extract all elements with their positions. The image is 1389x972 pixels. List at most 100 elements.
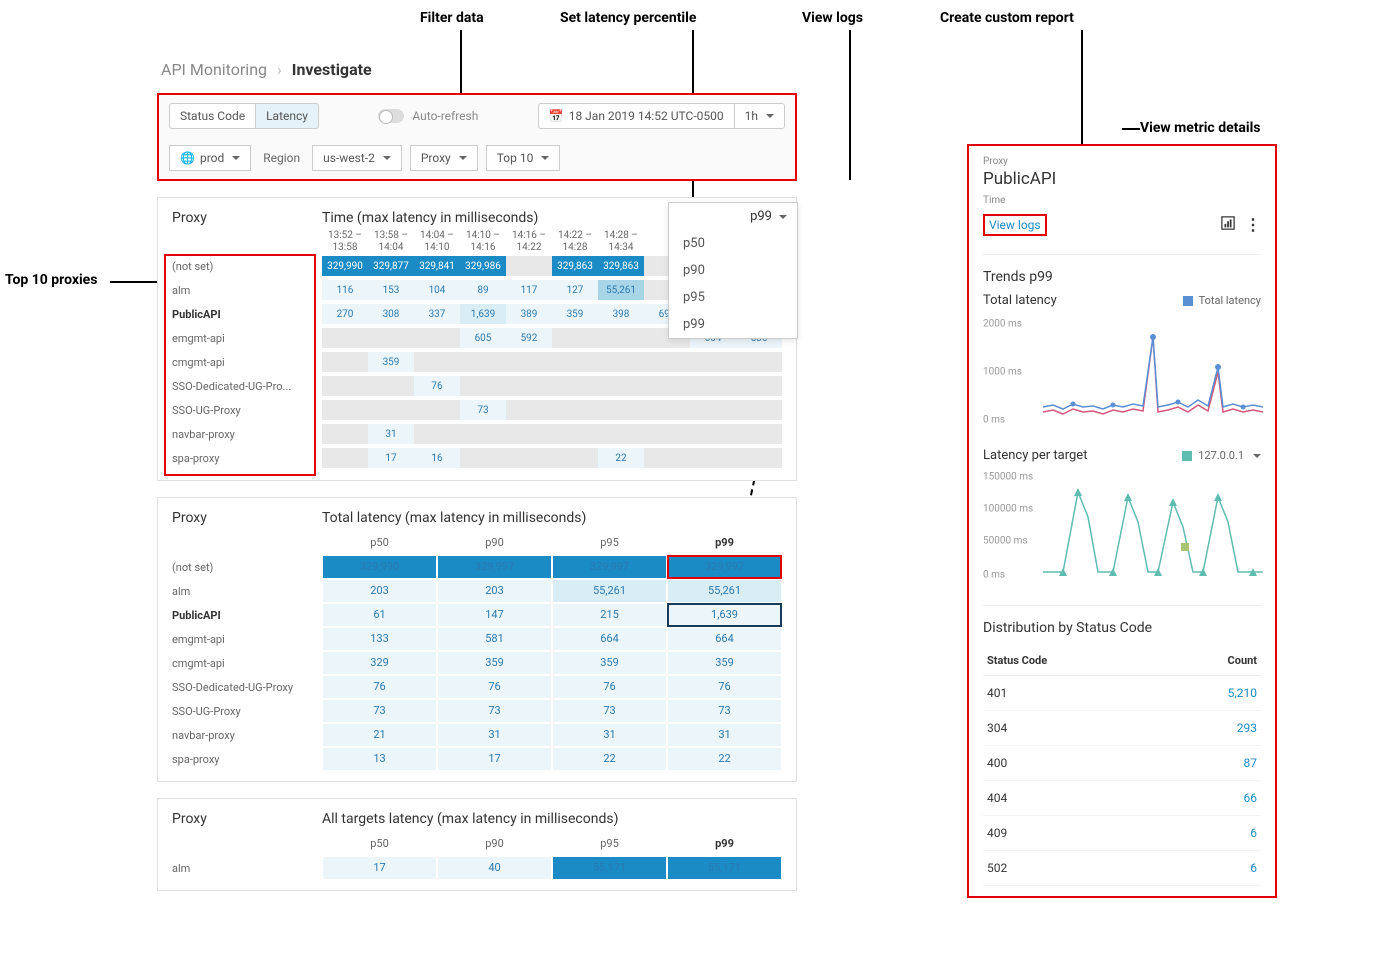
tab-latency[interactable]: Latency — [255, 103, 319, 129]
heatmap-cell[interactable] — [736, 400, 782, 420]
proxy-label[interactable]: PublicAPI — [172, 308, 322, 321]
perc-col-head[interactable]: p90 — [437, 831, 552, 856]
perc-col-head[interactable]: p95 — [552, 530, 667, 555]
proxy-label[interactable]: SSO-Dedicated-UG-Pro... — [172, 380, 322, 393]
latency-cell[interactable]: 22 — [668, 748, 781, 770]
latency-cell[interactable]: 31 — [553, 724, 666, 746]
heatmap-cell[interactable] — [598, 352, 644, 372]
latency-cell[interactable]: 76 — [553, 676, 666, 698]
heatmap-cell[interactable] — [598, 400, 644, 420]
dist-row[interactable]: 4015,210 — [983, 676, 1261, 711]
heatmap-cell[interactable] — [690, 352, 736, 372]
heatmap-cell[interactable] — [322, 448, 368, 468]
perc-col-head[interactable]: p99 — [667, 530, 782, 555]
heatmap-cell[interactable]: 605 — [460, 328, 506, 348]
proxy-label[interactable]: emgmt-api — [172, 633, 322, 646]
latency-cell[interactable]: 215 — [553, 604, 666, 626]
heatmap-cell[interactable]: 270 — [322, 304, 368, 324]
heatmap-cell[interactable] — [552, 448, 598, 468]
heatmap-cell[interactable] — [552, 400, 598, 420]
latency-cell[interactable]: 31 — [438, 724, 551, 746]
latency-cell[interactable]: 1,639 — [668, 604, 781, 626]
proxy-select[interactable]: Proxy — [410, 145, 478, 171]
latency-cell[interactable]: 55,171 — [668, 857, 781, 879]
proxy-label[interactable]: alm — [172, 585, 322, 598]
heatmap-cell[interactable] — [322, 352, 368, 372]
proxy-label[interactable]: cmgmt-api — [172, 657, 322, 670]
percentile-option[interactable]: p90 — [669, 257, 797, 284]
time-window-select[interactable]: 1h — [734, 103, 785, 129]
latency-cell[interactable]: 329,997 — [553, 556, 666, 578]
latency-cell[interactable]: 76 — [668, 676, 781, 698]
heatmap-cell[interactable]: 22 — [598, 448, 644, 468]
tab-status-code[interactable]: Status Code — [169, 103, 256, 129]
proxy-label[interactable]: alm — [172, 862, 322, 875]
proxy-label[interactable]: PublicAPI — [172, 609, 322, 622]
heatmap-cell[interactable] — [552, 376, 598, 396]
heatmap-cell[interactable]: 359 — [552, 304, 598, 324]
proxy-label[interactable]: (not set) — [172, 260, 322, 273]
latency-cell[interactable]: 581 — [438, 628, 551, 650]
heatmap-cell[interactable] — [414, 352, 460, 372]
proxy-label[interactable]: spa-proxy — [172, 452, 322, 465]
heatmap-cell[interactable] — [644, 424, 690, 444]
perc-col-head[interactable]: p50 — [322, 530, 437, 555]
heatmap-cell[interactable]: 329,877 — [368, 256, 414, 276]
heatmap-cell[interactable]: 117 — [506, 280, 552, 300]
heatmap-cell[interactable]: 329,841 — [414, 256, 460, 276]
proxy-label[interactable]: SSO-UG-Proxy — [172, 705, 322, 718]
heatmap-cell[interactable] — [414, 400, 460, 420]
heatmap-cell[interactable] — [506, 352, 552, 372]
heatmap-cell[interactable] — [690, 424, 736, 444]
heatmap-cell[interactable] — [690, 400, 736, 420]
heatmap-cell[interactable] — [552, 352, 598, 372]
dist-head-code[interactable]: Status Code — [983, 646, 1162, 676]
percentile-option[interactable]: p99 — [669, 311, 797, 338]
proxy-label[interactable]: navbar-proxy — [172, 428, 322, 441]
heatmap-cell[interactable]: 329,863 — [552, 256, 598, 276]
dist-row[interactable]: 4096 — [983, 816, 1261, 851]
heatmap-cell[interactable] — [736, 352, 782, 372]
kebab-menu-icon[interactable]: ⋮ — [1245, 221, 1261, 229]
heatmap-cell[interactable] — [368, 328, 414, 348]
latency-cell[interactable]: 359 — [668, 652, 781, 674]
latency-cell[interactable]: 329 — [323, 652, 436, 674]
proxy-label[interactable]: navbar-proxy — [172, 729, 322, 742]
heatmap-cell[interactable] — [598, 424, 644, 444]
heatmap-cell[interactable] — [368, 376, 414, 396]
heatmap-cell[interactable] — [598, 328, 644, 348]
heatmap-cell[interactable] — [414, 328, 460, 348]
latency-cell[interactable]: 40 — [438, 857, 551, 879]
view-logs-link[interactable]: View logs — [983, 214, 1047, 236]
heatmap-cell[interactable] — [690, 376, 736, 396]
heatmap-cell[interactable]: 359 — [368, 352, 414, 372]
heatmap-cell[interactable] — [552, 328, 598, 348]
heatmap-cell[interactable] — [322, 328, 368, 348]
latency-cell[interactable]: 329,990 — [323, 556, 436, 578]
chart-icon[interactable] — [1221, 216, 1235, 234]
heatmap-cell[interactable]: 389 — [506, 304, 552, 324]
heatmap-cell[interactable] — [460, 376, 506, 396]
latency-cell[interactable]: 147 — [438, 604, 551, 626]
heatmap-cell[interactable] — [414, 424, 460, 444]
heatmap-cell[interactable]: 55,261 — [598, 280, 644, 300]
heatmap-cell[interactable]: 17 — [368, 448, 414, 468]
proxy-label[interactable]: emgmt-api — [172, 332, 322, 345]
latency-cell[interactable]: 73 — [553, 700, 666, 722]
perc-col-head[interactable]: p99 — [667, 831, 782, 856]
latency-cell[interactable]: 76 — [323, 676, 436, 698]
heatmap-cell[interactable] — [322, 376, 368, 396]
heatmap-cell[interactable] — [506, 376, 552, 396]
heatmap-cell[interactable]: 16 — [414, 448, 460, 468]
heatmap-cell[interactable] — [506, 448, 552, 468]
heatmap-cell[interactable]: 116 — [322, 280, 368, 300]
heatmap-cell[interactable]: 89 — [460, 280, 506, 300]
heatmap-cell[interactable] — [598, 376, 644, 396]
percentile-selected[interactable]: p99 — [669, 203, 797, 230]
heatmap-cell[interactable]: 104 — [414, 280, 460, 300]
heatmap-cell[interactable] — [322, 424, 368, 444]
topn-select[interactable]: Top 10 — [486, 145, 561, 171]
latency-cell[interactable]: 73 — [668, 700, 781, 722]
latency-cell[interactable]: 55,261 — [553, 580, 666, 602]
heatmap-cell[interactable] — [460, 448, 506, 468]
